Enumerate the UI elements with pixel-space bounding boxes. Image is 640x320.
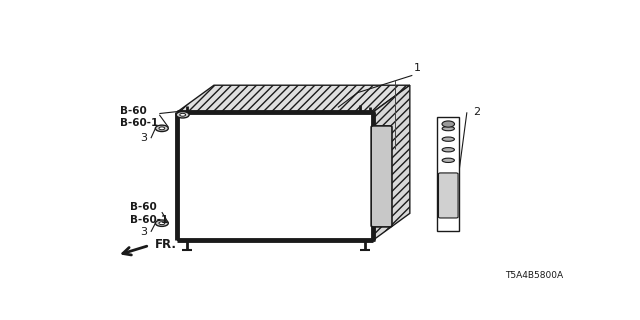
Circle shape (159, 127, 164, 130)
Text: 3: 3 (140, 227, 147, 237)
Text: 2: 2 (473, 107, 481, 117)
Circle shape (156, 125, 168, 132)
Text: T5A4B5800A: T5A4B5800A (506, 271, 564, 280)
Text: 1: 1 (414, 63, 420, 73)
FancyBboxPatch shape (438, 173, 458, 218)
Circle shape (159, 222, 164, 225)
Circle shape (176, 112, 189, 118)
Circle shape (442, 121, 454, 127)
Circle shape (180, 113, 186, 116)
Text: 3: 3 (140, 133, 147, 143)
Text: B-60
B-60-1: B-60 B-60-1 (129, 202, 168, 225)
Circle shape (156, 220, 168, 227)
Polygon shape (372, 85, 410, 240)
Ellipse shape (442, 137, 454, 141)
Bar (437, 117, 460, 231)
Ellipse shape (442, 126, 454, 131)
Polygon shape (177, 112, 372, 240)
Text: B-60
B-60-1: B-60 B-60-1 (120, 106, 158, 128)
FancyBboxPatch shape (371, 126, 392, 227)
Ellipse shape (442, 148, 454, 152)
Ellipse shape (442, 158, 454, 163)
Text: FR.: FR. (154, 238, 177, 251)
Polygon shape (177, 85, 410, 112)
